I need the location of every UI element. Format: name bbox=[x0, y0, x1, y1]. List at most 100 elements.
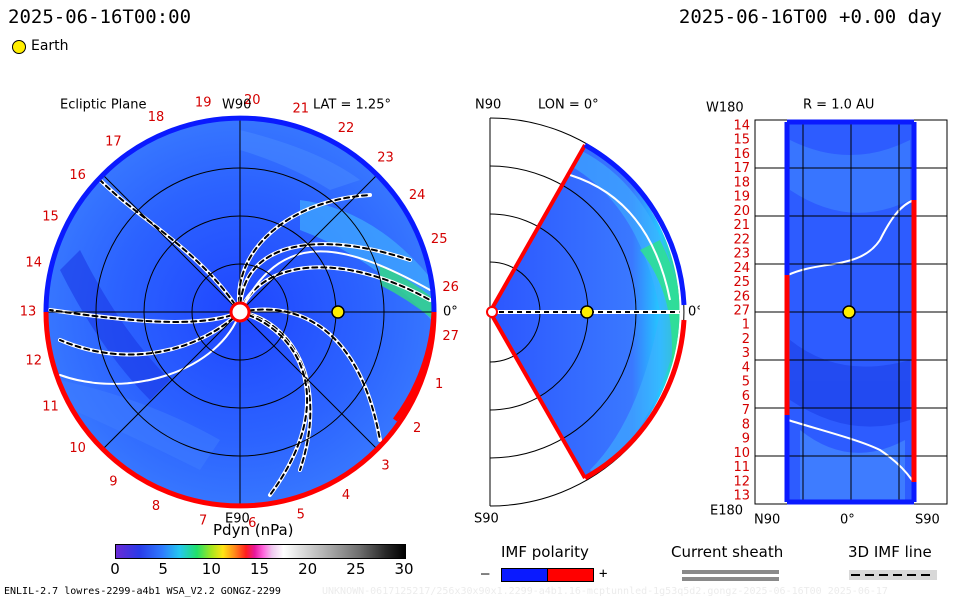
radial-row-label: 1 bbox=[742, 318, 750, 333]
ecliptic-bottom-label: E90 bbox=[225, 512, 250, 527]
colorbar-tick-label: 15 bbox=[249, 560, 270, 578]
sector-label: 3 bbox=[381, 459, 389, 474]
colorbar-ticks: 0 5 10 15 20 25 30 bbox=[110, 560, 413, 580]
sector-label: 23 bbox=[377, 150, 394, 165]
sector-label: 18 bbox=[148, 110, 165, 125]
colorbar-gradient bbox=[115, 544, 406, 559]
run-info: UNKNOWN-0617125217/256x30x90x1.2299-a4b1… bbox=[322, 586, 888, 597]
radial-row-label: 3 bbox=[742, 346, 750, 361]
sector-label: 10 bbox=[69, 441, 86, 456]
ecliptic-positive-boundary bbox=[43, 311, 437, 509]
sector-label: 6 bbox=[248, 516, 256, 530]
sector-label: 13 bbox=[20, 305, 37, 320]
meridional-title: LON = 0° bbox=[538, 98, 599, 113]
colorbar-tick-label: 30 bbox=[394, 560, 414, 578]
imf-plus-label: + bbox=[599, 566, 608, 582]
sun-icon bbox=[229, 301, 251, 323]
radial-row-label: 24 bbox=[733, 261, 750, 276]
colorbar-tick-label: 25 bbox=[346, 560, 366, 578]
imf-polarity-title: IMF polarity bbox=[501, 543, 589, 561]
radial-top-label: W180 bbox=[706, 101, 744, 116]
sector-label: 5 bbox=[297, 508, 305, 523]
ecliptic-right-label: 0° bbox=[443, 305, 458, 320]
sector-label: 11 bbox=[42, 400, 59, 415]
imf-negative-swatch bbox=[501, 568, 548, 582]
radial-x-mid: 0° bbox=[840, 513, 855, 528]
radial-row-label: 21 bbox=[733, 218, 750, 233]
radial-row-label: 18 bbox=[733, 175, 750, 190]
earth-legend-label: Earth bbox=[31, 38, 69, 54]
sector-label: 7 bbox=[199, 513, 207, 528]
radial-row-label: 10 bbox=[733, 446, 750, 461]
earth-marker-icon bbox=[331, 305, 345, 319]
colorbar-tick-label: 20 bbox=[298, 560, 318, 578]
colorbar-tick-label: 0 bbox=[110, 560, 120, 578]
radial-row-label: 5 bbox=[742, 375, 750, 390]
datetime-right: 2025-06-16T00 +0.00 day bbox=[678, 6, 942, 28]
ecliptic-title: Ecliptic Plane bbox=[60, 98, 146, 113]
imf-positive-swatch bbox=[547, 568, 594, 582]
current-sheath-swatch bbox=[682, 570, 779, 574]
ecliptic-field-texture bbox=[46, 118, 434, 506]
meridional-plane-panel: N90 LON = 0° S90 0° bbox=[474, 98, 700, 527]
radial-row-label: 13 bbox=[733, 489, 750, 504]
sector-label: 16 bbox=[69, 168, 86, 183]
radial-row-label: 22 bbox=[733, 232, 750, 247]
sector-label: 9 bbox=[109, 475, 117, 490]
radial-row-label: 25 bbox=[733, 275, 750, 290]
radial-x-left: N90 bbox=[754, 513, 780, 528]
datetime-left: 2025-06-16T00:00 bbox=[8, 6, 192, 28]
sector-label: 27 bbox=[442, 329, 459, 344]
sector-label: 24 bbox=[409, 188, 426, 203]
sector-label: 19 bbox=[195, 96, 212, 111]
ecliptic-sector-labels: 19 20212223242526271234567891011121314151… bbox=[20, 93, 459, 530]
sector-label: 20 bbox=[244, 93, 261, 108]
radial-bottom-label: E180 bbox=[710, 504, 743, 519]
radial-row-label: 9 bbox=[742, 432, 750, 447]
sector-label: 21 bbox=[293, 101, 310, 116]
sun-icon bbox=[486, 306, 498, 318]
imf-line-title: 3D IMF line bbox=[848, 543, 932, 561]
model-info: ENLIL-2.7 lowres-2299-a4b1 WSA_V2.2 GONG… bbox=[4, 586, 281, 597]
sector-label: 2 bbox=[413, 421, 421, 436]
sector-label: 22 bbox=[338, 121, 355, 136]
current-sheath-title: Current sheath bbox=[671, 543, 784, 561]
radial-row-label: 8 bbox=[742, 417, 750, 432]
radial-row-label: 15 bbox=[733, 133, 750, 148]
ecliptic-negative-boundary bbox=[43, 115, 437, 313]
radial-row-label: 12 bbox=[733, 474, 750, 489]
ecliptic-lat: LAT = 1.25° bbox=[313, 98, 391, 113]
sector-label: 4 bbox=[342, 488, 350, 503]
sector-label: 12 bbox=[25, 353, 42, 368]
meridional-top-label: N90 bbox=[475, 98, 501, 113]
ecliptic-plane-panel: 19 20212223242526271234567891011121314151… bbox=[20, 93, 459, 530]
colorbar-tick-label: 10 bbox=[201, 560, 221, 578]
sector-label: 1 bbox=[435, 377, 443, 392]
radial-row-label: 26 bbox=[733, 289, 750, 304]
radial-x-right: S90 bbox=[915, 513, 940, 528]
radial-row-label: 14 bbox=[733, 119, 750, 134]
radial-row-label: 7 bbox=[742, 403, 750, 418]
radial-row-labels: 1415161718192021222324252627123456789101… bbox=[733, 119, 750, 504]
sector-label: 17 bbox=[105, 134, 122, 149]
radial-row-label: 19 bbox=[733, 190, 750, 205]
colorbar-tick-label: 5 bbox=[158, 560, 168, 578]
sector-label: 26 bbox=[442, 280, 459, 295]
sector-label: 15 bbox=[42, 209, 59, 224]
radial-panel: 1415161718192021222324252627123456789101… bbox=[706, 98, 948, 528]
radial-row-label: 27 bbox=[733, 304, 750, 319]
radial-row-label: 2 bbox=[742, 332, 750, 347]
radial-row-label: 16 bbox=[733, 147, 750, 162]
earth-marker-icon bbox=[842, 305, 856, 319]
colorbar-title: Pdyn (nPa) bbox=[213, 521, 294, 539]
radial-row-label: 6 bbox=[742, 389, 750, 404]
radial-row-label: 4 bbox=[742, 360, 750, 375]
radial-row-label: 11 bbox=[733, 460, 750, 475]
sector-label: 25 bbox=[431, 232, 448, 247]
sector-label: 8 bbox=[152, 499, 160, 514]
earth-marker-icon bbox=[580, 305, 594, 319]
radial-row-label: 23 bbox=[733, 247, 750, 262]
radial-title: R = 1.0 AU bbox=[803, 98, 874, 113]
radial-row-label: 17 bbox=[733, 161, 750, 176]
radial-row-label: 20 bbox=[733, 204, 750, 219]
